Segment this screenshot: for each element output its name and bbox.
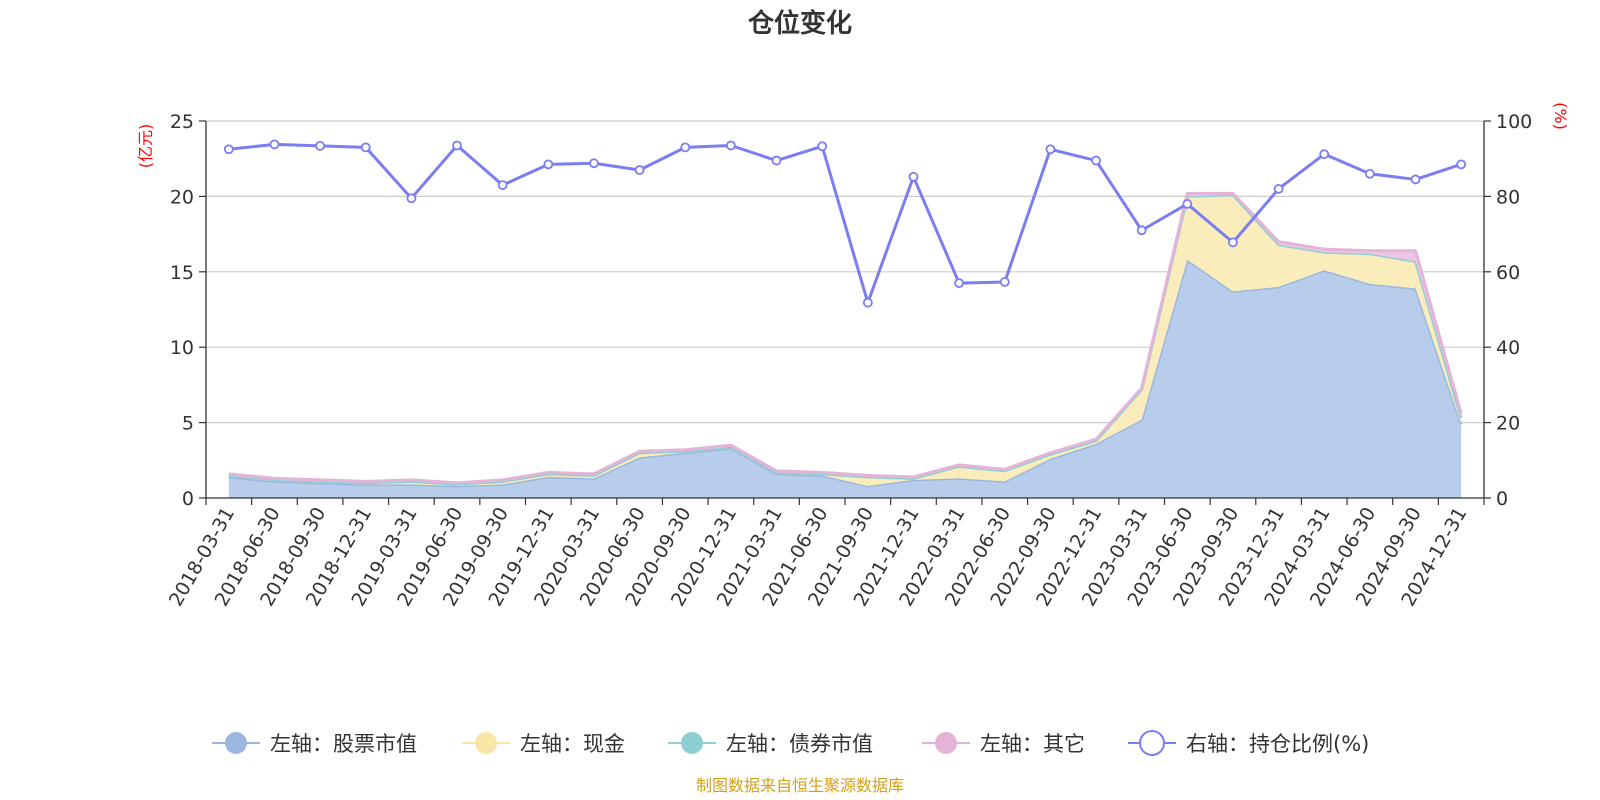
line-point: [1319, 149, 1330, 160]
area-左轴：股票市值: [228, 259, 1462, 498]
right-axis-tick-label: 0: [1496, 488, 1508, 510]
line-point: [360, 142, 371, 153]
legend-marker: [225, 732, 247, 754]
legend-marker: [935, 732, 957, 754]
legend-marker: [1139, 730, 1165, 756]
ratio-line-series: [223, 139, 1467, 308]
line-point: [1045, 144, 1056, 155]
legend-label: 左轴：股票市值: [270, 732, 417, 756]
legend-marker: [475, 732, 497, 754]
line-point: [1364, 168, 1375, 179]
left-axis-tick-label: 5: [182, 413, 194, 435]
line-point: [406, 193, 417, 204]
left-axis-tick-label: 15: [170, 262, 194, 284]
line-point: [269, 139, 280, 150]
right-axis-tick-label: 40: [1496, 337, 1520, 359]
line-point: [999, 277, 1010, 287]
line-point: [771, 155, 782, 166]
right-axis-tick-label: 100: [1496, 111, 1532, 133]
legend-label: 右轴：持仓比例(%): [1186, 732, 1369, 756]
line-point: [634, 165, 645, 175]
legend-label: 左轴：其它: [980, 732, 1085, 756]
legend: 左轴：股票市值 左轴：现金 左轴：债券市值 左轴：其它 右轴：持仓比例(%): [212, 730, 1369, 756]
line-point: [1410, 174, 1421, 185]
line-point: [452, 140, 462, 151]
right-axis-tick-label: 80: [1496, 186, 1520, 208]
chart-title: 仓位变化: [747, 8, 852, 39]
legend-marker: [681, 732, 703, 754]
right-axis-tick-label: 20: [1496, 413, 1520, 435]
left-axis-tick-label: 25: [170, 111, 194, 133]
line-point: [908, 171, 919, 182]
left-axis-tick-label: 10: [170, 337, 194, 359]
right-axis-unit: (%): [1551, 102, 1570, 130]
area-series: [228, 191, 1463, 498]
line-point: [315, 140, 326, 151]
line-point: [1136, 225, 1147, 236]
line-point: [954, 278, 965, 289]
source-note: 制图数据来自恒生聚源数据库: [696, 776, 904, 795]
line-point: [680, 142, 691, 153]
line-point: [1228, 237, 1238, 248]
line-point: [497, 180, 508, 190]
line-point: [223, 144, 234, 155]
legend-label: 左轴：现金: [520, 732, 625, 756]
line-point: [543, 159, 554, 170]
line-point: [817, 141, 828, 152]
legend-label: 左轴：债券市值: [726, 732, 873, 756]
line-右轴：持仓比例(%): [228, 142, 1462, 305]
line-point: [725, 140, 736, 151]
line-point: [589, 158, 599, 169]
left-axis-tick-label: 0: [182, 488, 194, 510]
right-axis-tick-label: 60: [1496, 262, 1520, 284]
left-axis-tick-label: 20: [170, 186, 194, 208]
line-point: [1182, 199, 1193, 209]
line-point: [1091, 155, 1101, 166]
line-point: [1273, 183, 1284, 194]
line-point: [1456, 159, 1467, 170]
line-point: [862, 297, 873, 308]
left-axis-unit: (亿元): [136, 124, 155, 169]
